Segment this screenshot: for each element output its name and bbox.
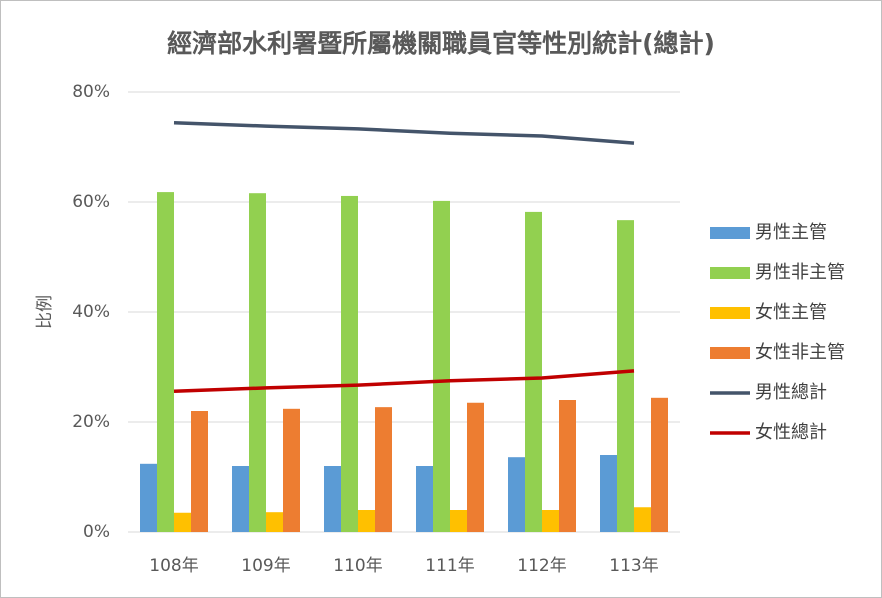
bar (157, 192, 174, 532)
bar (634, 507, 651, 532)
bar (266, 512, 283, 532)
legend-swatch (710, 347, 750, 359)
bar (467, 402, 484, 532)
bar (508, 457, 525, 532)
y-tick-label: 0% (83, 522, 110, 542)
bar (324, 466, 341, 532)
legend-swatch (710, 227, 750, 239)
bar (341, 195, 358, 532)
line (173, 121, 635, 145)
y-tick-label: 40% (72, 302, 110, 322)
bar (375, 407, 392, 532)
line (173, 369, 635, 393)
y-tick-label: 20% (72, 412, 110, 432)
x-tick-label: 113年 (609, 556, 658, 576)
legend-label: 男性總計 (755, 382, 827, 403)
legend-label: 女性非主管 (755, 342, 845, 363)
x-tick-label: 108年 (149, 556, 198, 576)
bar (191, 411, 208, 532)
x-tick-label: 110年 (333, 556, 382, 576)
legend-swatch (710, 307, 750, 319)
bar (249, 193, 266, 532)
bar (559, 400, 576, 532)
bar (232, 466, 249, 532)
bar (283, 408, 300, 532)
bar (358, 510, 375, 532)
legend-label: 女性主管 (755, 302, 827, 323)
bar (525, 211, 542, 532)
bar (416, 466, 433, 532)
y-axis-label: 比例 (35, 295, 55, 329)
legend-label: 男性非主管 (755, 262, 845, 283)
bar (174, 512, 191, 532)
bar (140, 463, 157, 532)
x-tick-label: 109年 (241, 556, 290, 576)
chart-title: 經濟部水利署暨所屬機關職員官等性別統計(總計) (167, 29, 715, 58)
x-tick-label: 111年 (425, 556, 474, 576)
bar (617, 220, 634, 532)
legend-label: 女性總計 (755, 422, 827, 443)
bar (433, 200, 450, 532)
x-tick-label: 112年 (517, 556, 566, 576)
bar (651, 397, 668, 532)
bar (600, 455, 617, 532)
bar (542, 510, 559, 532)
legend-swatch (710, 267, 750, 279)
y-tick-label: 80% (72, 82, 110, 102)
legend-label: 男性主管 (755, 222, 827, 243)
y-tick-label: 60% (72, 192, 110, 212)
bar (450, 510, 467, 532)
